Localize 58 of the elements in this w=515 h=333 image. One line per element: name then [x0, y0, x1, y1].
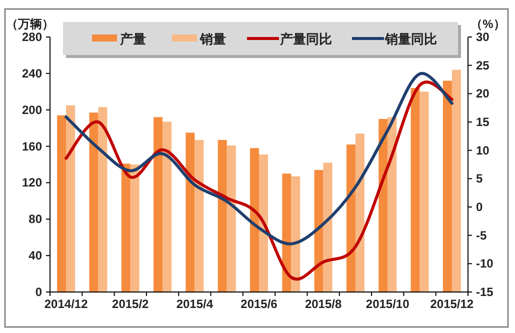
- bar: [57, 115, 66, 292]
- bar: [346, 144, 356, 292]
- bar: [420, 92, 429, 292]
- x-tick-label: 2015/4: [176, 297, 214, 311]
- bar: [452, 70, 461, 292]
- y2-tick-label: 0: [476, 200, 483, 214]
- bar: [98, 107, 108, 292]
- bar: [291, 176, 300, 292]
- y-tick-label: 120: [22, 176, 42, 190]
- bar: [121, 164, 130, 292]
- bar: [250, 148, 259, 292]
- x-tick-label: 2015/12: [430, 297, 474, 311]
- y2-tick-label: -10: [476, 256, 494, 271]
- y-tick-label: 280: [22, 30, 42, 44]
- y-tick-label: 160: [22, 139, 42, 154]
- y2-tick-label: 10: [476, 143, 490, 158]
- bar: [282, 174, 292, 292]
- y-axis-title: （万辆）: [6, 17, 54, 31]
- bar: [66, 105, 76, 292]
- y2-tick-label: -5: [476, 228, 487, 242]
- x-tick-label: 2015/10: [366, 297, 410, 311]
- y-tick-label: 200: [22, 102, 42, 117]
- x-tick-label: 2015/2: [112, 297, 150, 311]
- y2-tick-label: 25: [476, 58, 490, 72]
- legend-label: 销量同比: [384, 32, 437, 46]
- bar: [442, 80, 452, 292]
- bar: [323, 162, 332, 292]
- bar: [378, 118, 388, 292]
- legend-label: 产量: [119, 32, 146, 46]
- y2-axis-title: （%）: [470, 17, 506, 31]
- legend-label: 销量: [199, 32, 226, 46]
- y-tick-label: 40: [28, 248, 42, 263]
- bar: [186, 132, 195, 292]
- bar: [314, 170, 324, 292]
- bar: [162, 122, 172, 292]
- y2-tick-label: 20: [476, 86, 490, 101]
- legend-label: 产量同比: [279, 32, 332, 46]
- x-tick-label: 2014/12: [44, 297, 88, 311]
- y2-tick-label: -15: [476, 285, 494, 299]
- x-tick-label: 2015/8: [304, 297, 342, 311]
- bar: [388, 117, 397, 292]
- bar: [259, 154, 268, 292]
- bar: [218, 140, 227, 292]
- bar: [130, 164, 140, 292]
- y-tick-label: 0: [35, 285, 42, 299]
- y2-tick-label: 5: [476, 172, 483, 186]
- x-tick-label: 2015/6: [240, 297, 278, 311]
- bar: [154, 117, 163, 292]
- bar: [226, 145, 236, 292]
- y-tick-label: 240: [22, 66, 42, 80]
- y-tick-label: 80: [28, 212, 42, 226]
- bar: [410, 88, 420, 292]
- line-series: [64, 72, 454, 246]
- bar: [355, 134, 364, 292]
- bar: [89, 112, 98, 292]
- bar: [194, 140, 204, 292]
- y2-tick-label: 15: [476, 115, 490, 129]
- y2-tick-label: 30: [476, 30, 490, 44]
